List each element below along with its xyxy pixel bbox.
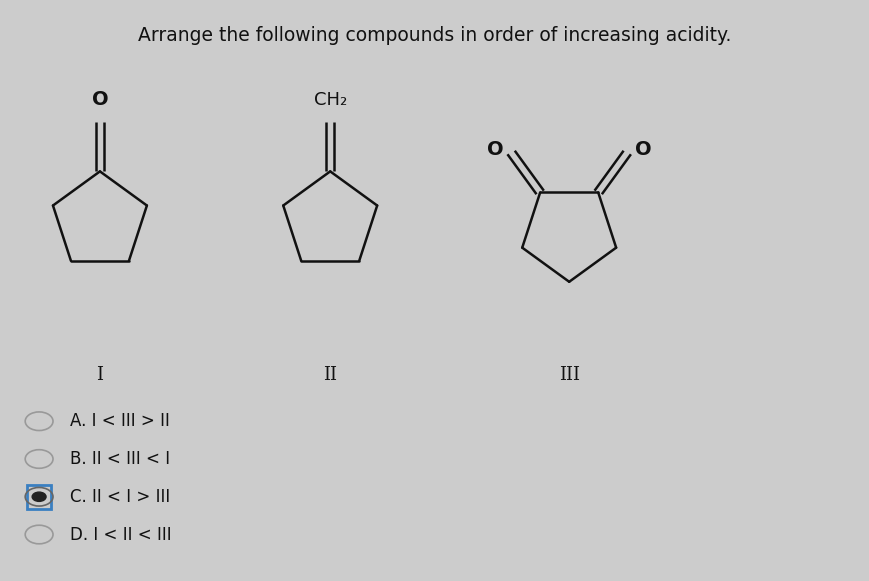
Circle shape — [32, 492, 46, 501]
Text: II: II — [323, 366, 337, 383]
Text: CH₂: CH₂ — [314, 91, 347, 109]
Text: A. I < III > II: A. I < III > II — [70, 413, 170, 430]
Text: III: III — [559, 366, 580, 383]
Text: O: O — [634, 140, 651, 159]
Text: D. I < II < III: D. I < II < III — [70, 526, 172, 543]
Text: O: O — [91, 90, 109, 109]
Text: C. II < I > III: C. II < I > III — [70, 488, 170, 505]
Text: B. II < III < I: B. II < III < I — [70, 450, 170, 468]
Text: I: I — [96, 366, 103, 383]
Text: O: O — [488, 140, 504, 159]
Text: Arrange the following compounds in order of increasing acidity.: Arrange the following compounds in order… — [138, 26, 731, 45]
